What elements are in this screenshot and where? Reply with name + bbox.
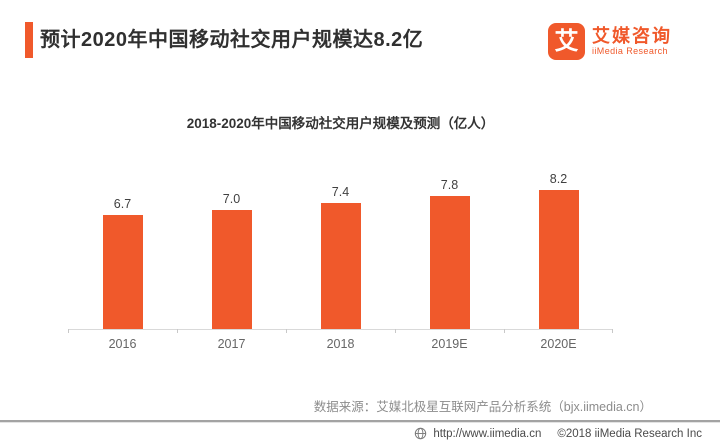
- bar: [429, 196, 470, 329]
- bar-column-2019E: 7.8: [395, 160, 504, 329]
- x-axis-label: 2016: [108, 337, 137, 351]
- axis-tick: [612, 329, 613, 333]
- data-source-note: 数据来源：艾媒北极星互联网产品分析系统（bjx.iimedia.cn）: [313, 400, 652, 414]
- chart-title: 2018-2020年中国移动社交用户规模及预测（亿人）: [186, 116, 495, 131]
- page-title: 预计2020年中国移动社交用户规模达8.2亿: [40, 29, 424, 51]
- axis-tick: [68, 329, 69, 333]
- iimedia-logo-wordmark: 艾媒咨询 iiMedia Research: [592, 26, 672, 57]
- x-axis-label: 2017: [217, 337, 246, 351]
- bar-column-2016: 6.7: [68, 160, 177, 329]
- axis-tick: [395, 329, 396, 333]
- x-axis-label: 2018: [326, 337, 355, 351]
- bar-value-label: 8.2: [549, 171, 568, 186]
- bar-chart-plot-area: 6.7 7.0 7.4 7.8 8.2: [68, 160, 613, 333]
- bar-column-2017: 7.0: [177, 160, 286, 329]
- footer-divider: [0, 420, 720, 422]
- bar-value-label: 7.8: [440, 178, 459, 193]
- logo-name-chinese: 艾媒咨询: [592, 26, 672, 46]
- x-axis-label: 2019E: [431, 337, 468, 351]
- bar: [211, 210, 252, 329]
- title-accent-bar: [25, 22, 33, 58]
- bar: [102, 215, 143, 329]
- axis-tick: [504, 329, 505, 333]
- bar-column-2018: 7.4: [286, 160, 395, 329]
- globe-icon: [415, 427, 427, 440]
- x-axis: 2016 2017 2018 2019E 2020E: [68, 337, 613, 351]
- bar-column-2020E: 8.2: [504, 160, 613, 329]
- footer-copyright: ©2018 iiMedia Research Inc: [557, 427, 702, 440]
- axis-tick: [286, 329, 287, 333]
- bar: [320, 203, 361, 329]
- bar-columns: 6.7 7.0 7.4 7.8 8.2: [68, 160, 613, 329]
- iimedia-logo-icon: 艾: [548, 23, 585, 60]
- axis-tick: [177, 329, 178, 333]
- x-axis-label: 2020E: [540, 337, 577, 351]
- footer-website-url: http://www.iimedia.cn: [433, 427, 542, 440]
- logo-name-english: iiMedia Research: [592, 46, 668, 56]
- iimedia-logo: 艾 艾媒咨询 iiMedia Research: [548, 23, 672, 60]
- bar-value-label: 6.7: [113, 197, 132, 212]
- bar-value-label: 7.4: [331, 185, 350, 200]
- bar: [538, 189, 579, 329]
- bar-value-label: 7.0: [222, 192, 241, 206]
- footer-bar: http://www.iimedia.cn ©2018 iiMedia Rese…: [414, 427, 702, 440]
